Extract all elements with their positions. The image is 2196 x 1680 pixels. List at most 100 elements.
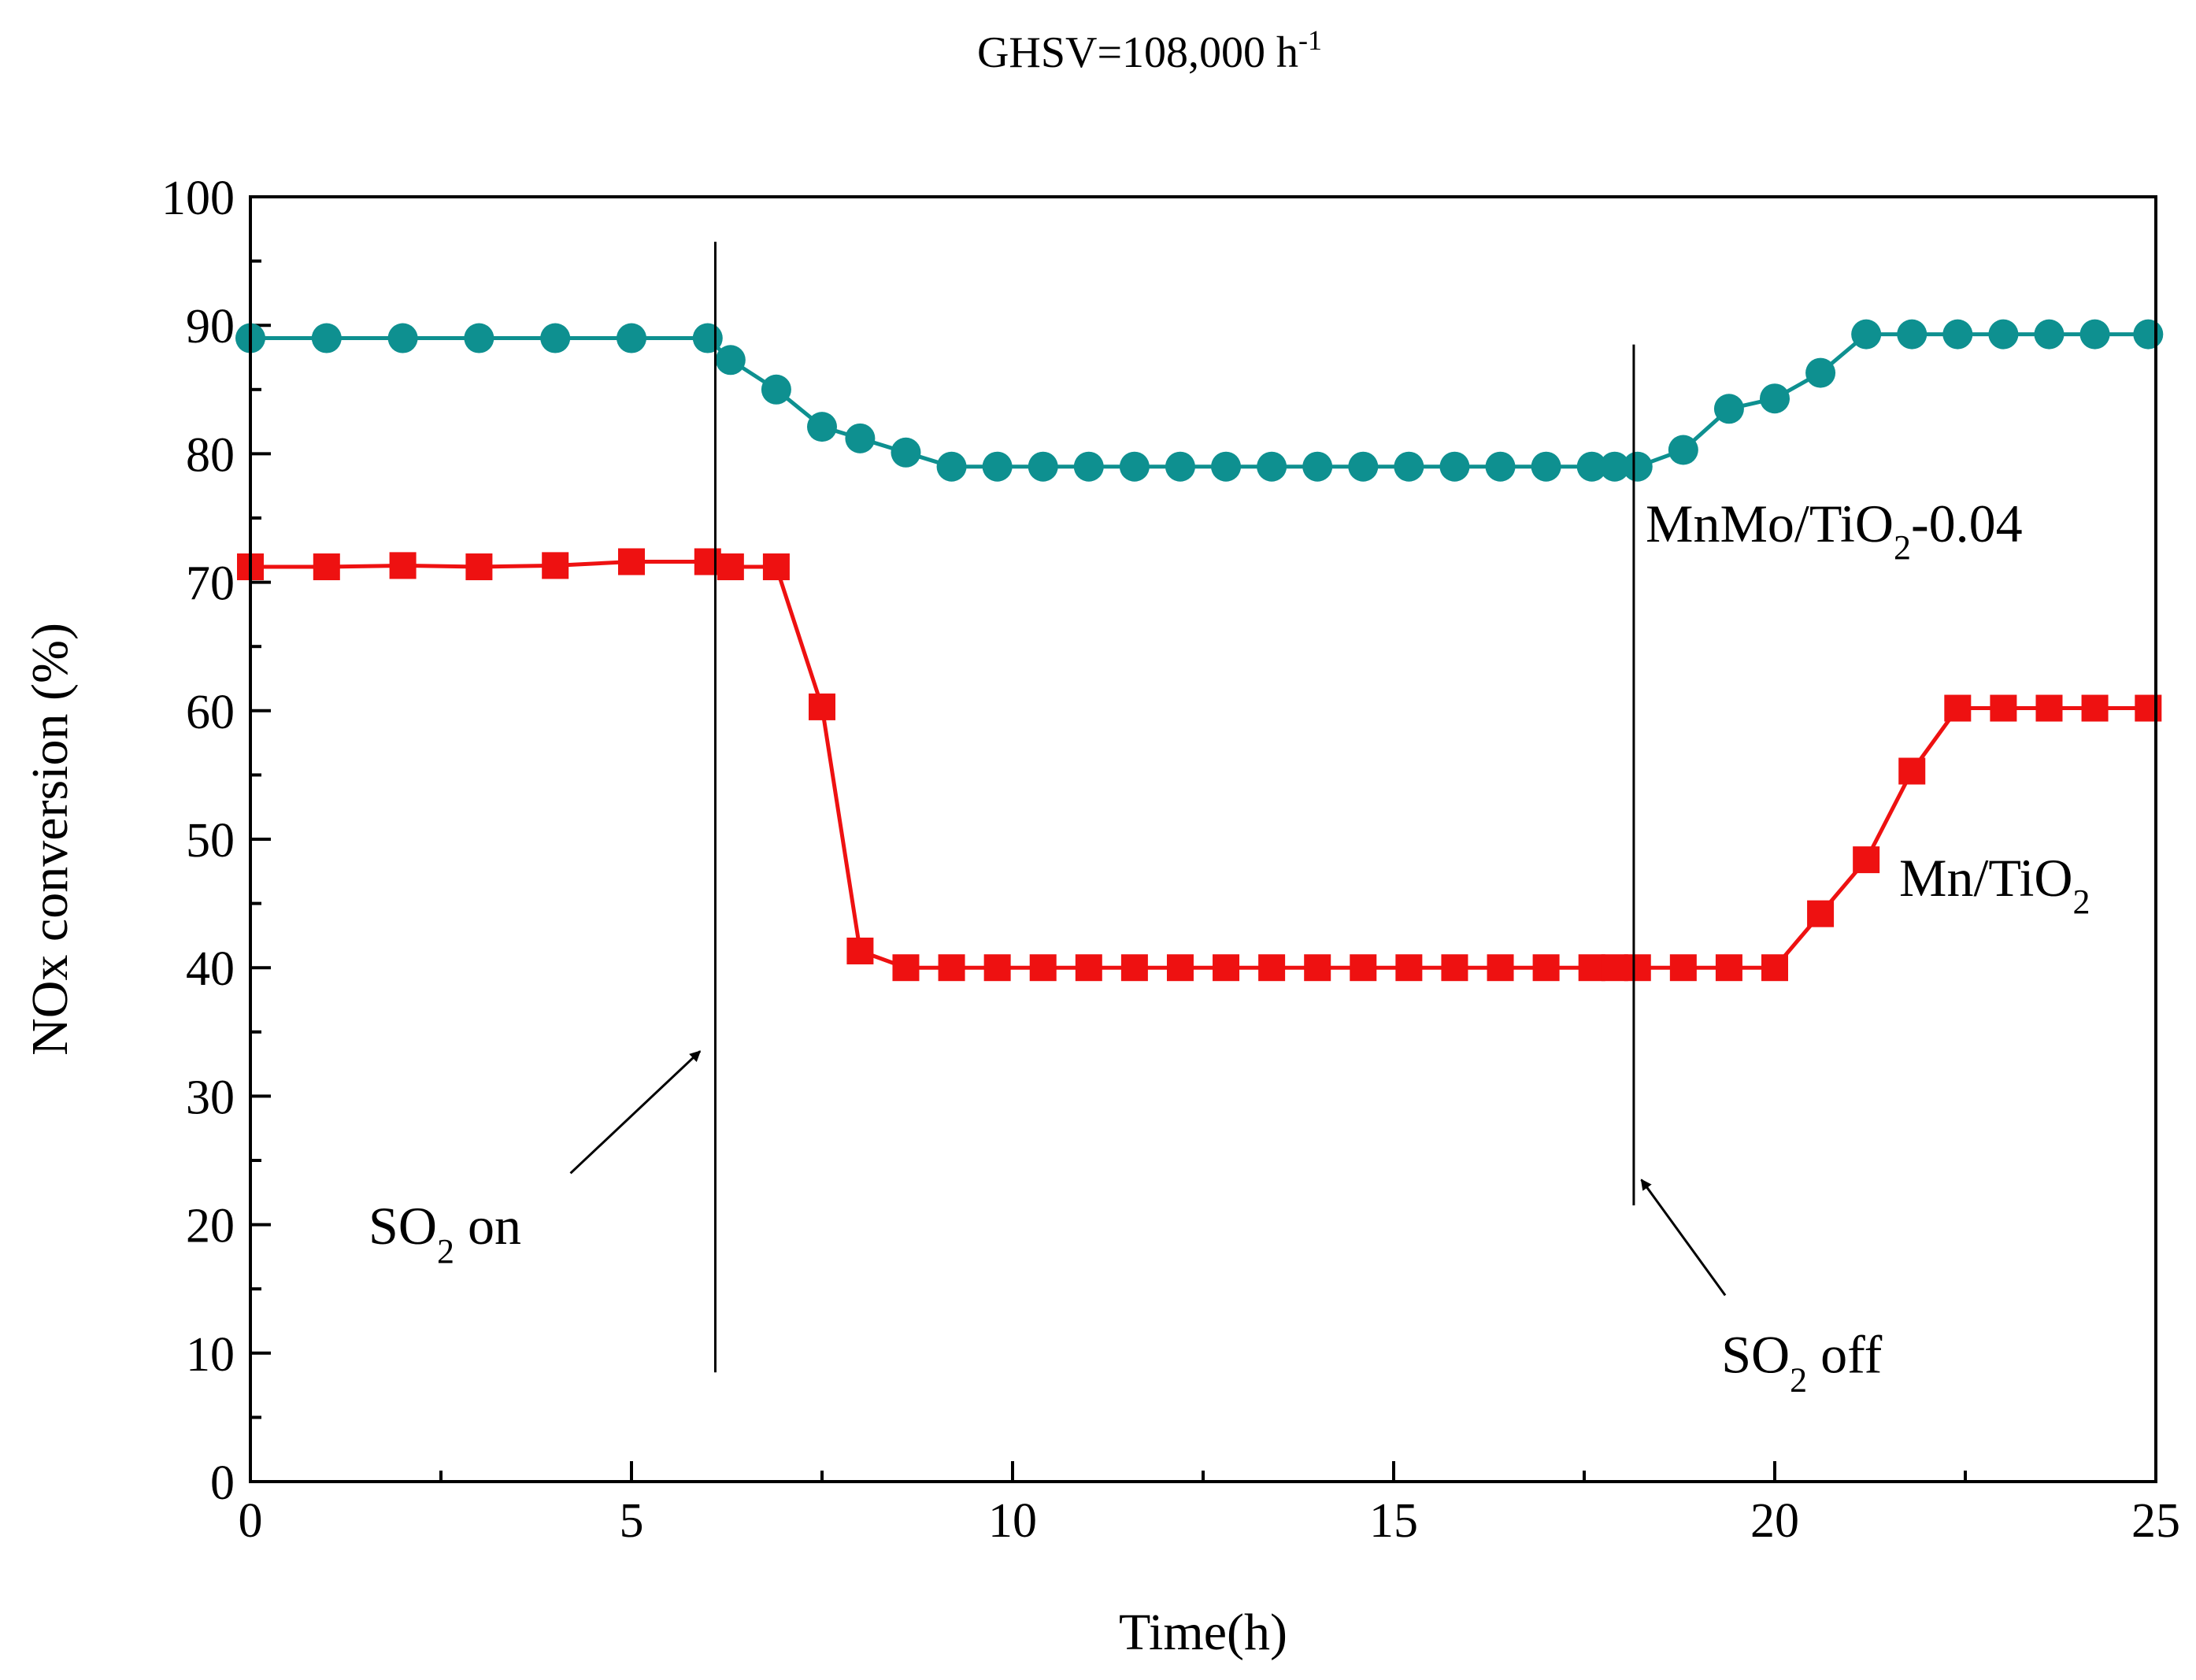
data-point xyxy=(1350,954,1377,982)
chart-title: GHSV=108,000 h-1 xyxy=(977,24,1322,77)
annotation-so2-on: SO2 on xyxy=(368,242,717,1373)
data-point xyxy=(1851,319,1882,350)
x-axis-title: Time(h) xyxy=(1119,1604,1287,1661)
data-point xyxy=(1487,954,1514,982)
series-labels: MnMo/TiO2-0.04 Mn/TiO2 xyxy=(1646,494,2090,921)
data-point xyxy=(2034,319,2065,350)
data-point xyxy=(1668,435,1698,465)
y-axis: 0 10 20 30 40 50 60 70 80 90 100 xyxy=(161,172,271,1510)
data-point xyxy=(692,323,723,353)
x-tick-label: 5 xyxy=(620,1494,644,1548)
data-point xyxy=(540,323,571,353)
annotation-so2-off: SO2 off xyxy=(1632,344,1883,1399)
data-point xyxy=(982,451,1013,482)
x-axis: 0 5 10 15 20 25 xyxy=(239,1461,2180,1548)
so2-off-arrow xyxy=(1640,1179,1727,1297)
x-tick-label: 0 xyxy=(239,1494,263,1548)
data-point xyxy=(807,412,837,442)
x-tick-label: 25 xyxy=(2131,1494,2180,1548)
data-point xyxy=(465,553,493,581)
y-tick-label: 70 xyxy=(186,557,235,611)
series-layer xyxy=(235,319,2164,982)
y-tick-label: 20 xyxy=(186,1200,235,1253)
series-label-mnmo-tio2: MnMo/TiO2-0.04 xyxy=(1646,494,2023,567)
y-tick-label: 50 xyxy=(186,814,235,868)
chart-title-superscript: -1 xyxy=(1298,24,1322,56)
data-point xyxy=(846,937,874,964)
data-point xyxy=(1165,451,1195,482)
data-point xyxy=(1942,319,1973,350)
data-point xyxy=(2133,319,2164,350)
data-point xyxy=(1713,394,1744,424)
data-point xyxy=(1805,357,1836,388)
data-point xyxy=(938,954,965,982)
data-point xyxy=(1302,451,1333,482)
data-point xyxy=(1029,954,1057,982)
y-axis-title: NOx conversion (%) xyxy=(21,623,79,1056)
data-point xyxy=(1988,319,2019,350)
data-point xyxy=(1669,954,1697,982)
x-tick-label: 20 xyxy=(1750,1494,1799,1548)
x-tick-label: 15 xyxy=(1369,1494,1418,1548)
series-line xyxy=(250,332,2149,469)
data-point xyxy=(1601,954,1628,982)
annotation-layer: SO2 on SO2 off xyxy=(368,242,1883,1399)
y-tick-label: 10 xyxy=(186,1328,235,1382)
data-point xyxy=(1028,451,1058,482)
data-point xyxy=(1394,451,1424,482)
data-point xyxy=(1257,451,1287,482)
data-point xyxy=(542,552,569,579)
data-point xyxy=(983,954,1011,982)
y-tick-label: 0 xyxy=(210,1456,235,1510)
series-line xyxy=(250,560,2149,970)
data-point xyxy=(1944,694,1972,722)
data-point xyxy=(809,693,835,720)
data-point xyxy=(311,323,342,353)
y-tick-label: 60 xyxy=(186,686,235,739)
data-point xyxy=(1715,954,1742,982)
data-point xyxy=(2079,319,2110,350)
data-point xyxy=(1120,954,1148,982)
series-mnmo-tio2 xyxy=(235,319,2164,482)
data-point xyxy=(618,548,645,575)
data-point xyxy=(1898,757,1926,785)
so2-on-label: SO2 on xyxy=(368,1196,521,1271)
data-point xyxy=(1578,954,1605,982)
data-point xyxy=(715,345,746,376)
data-point xyxy=(1760,383,1790,414)
data-point xyxy=(1990,694,2017,722)
data-point xyxy=(1599,451,1630,482)
chart-title-text: GHSV=108,000 h xyxy=(977,28,1298,77)
y-tick-label: 100 xyxy=(161,172,235,225)
data-point xyxy=(1485,451,1516,482)
data-point xyxy=(1576,451,1607,482)
data-point xyxy=(464,323,494,353)
data-point xyxy=(1532,954,1560,982)
data-point xyxy=(387,323,418,353)
data-point xyxy=(1073,451,1104,482)
x-tick-label: 10 xyxy=(988,1494,1037,1548)
data-point xyxy=(1622,451,1653,482)
data-point xyxy=(1439,451,1470,482)
y-tick-label: 30 xyxy=(186,1071,235,1124)
data-point xyxy=(389,552,417,579)
data-point xyxy=(1213,954,1240,982)
data-point xyxy=(1897,319,1928,350)
y-tick-label: 40 xyxy=(186,942,235,996)
series-label-mn-tio2: Mn/TiO2 xyxy=(1899,848,2090,921)
data-point xyxy=(1166,954,1194,982)
data-point xyxy=(1258,954,1286,982)
data-point xyxy=(313,553,340,581)
data-point xyxy=(1395,954,1423,982)
plot-frame xyxy=(249,195,2157,1483)
data-point xyxy=(762,553,790,581)
data-point xyxy=(717,553,744,581)
data-point xyxy=(1304,954,1331,982)
data-point xyxy=(1211,451,1242,482)
so2-on-arrow xyxy=(569,1050,702,1175)
data-point xyxy=(1075,954,1102,982)
data-point xyxy=(1348,451,1379,482)
data-point xyxy=(845,423,876,453)
data-point xyxy=(1119,451,1150,482)
